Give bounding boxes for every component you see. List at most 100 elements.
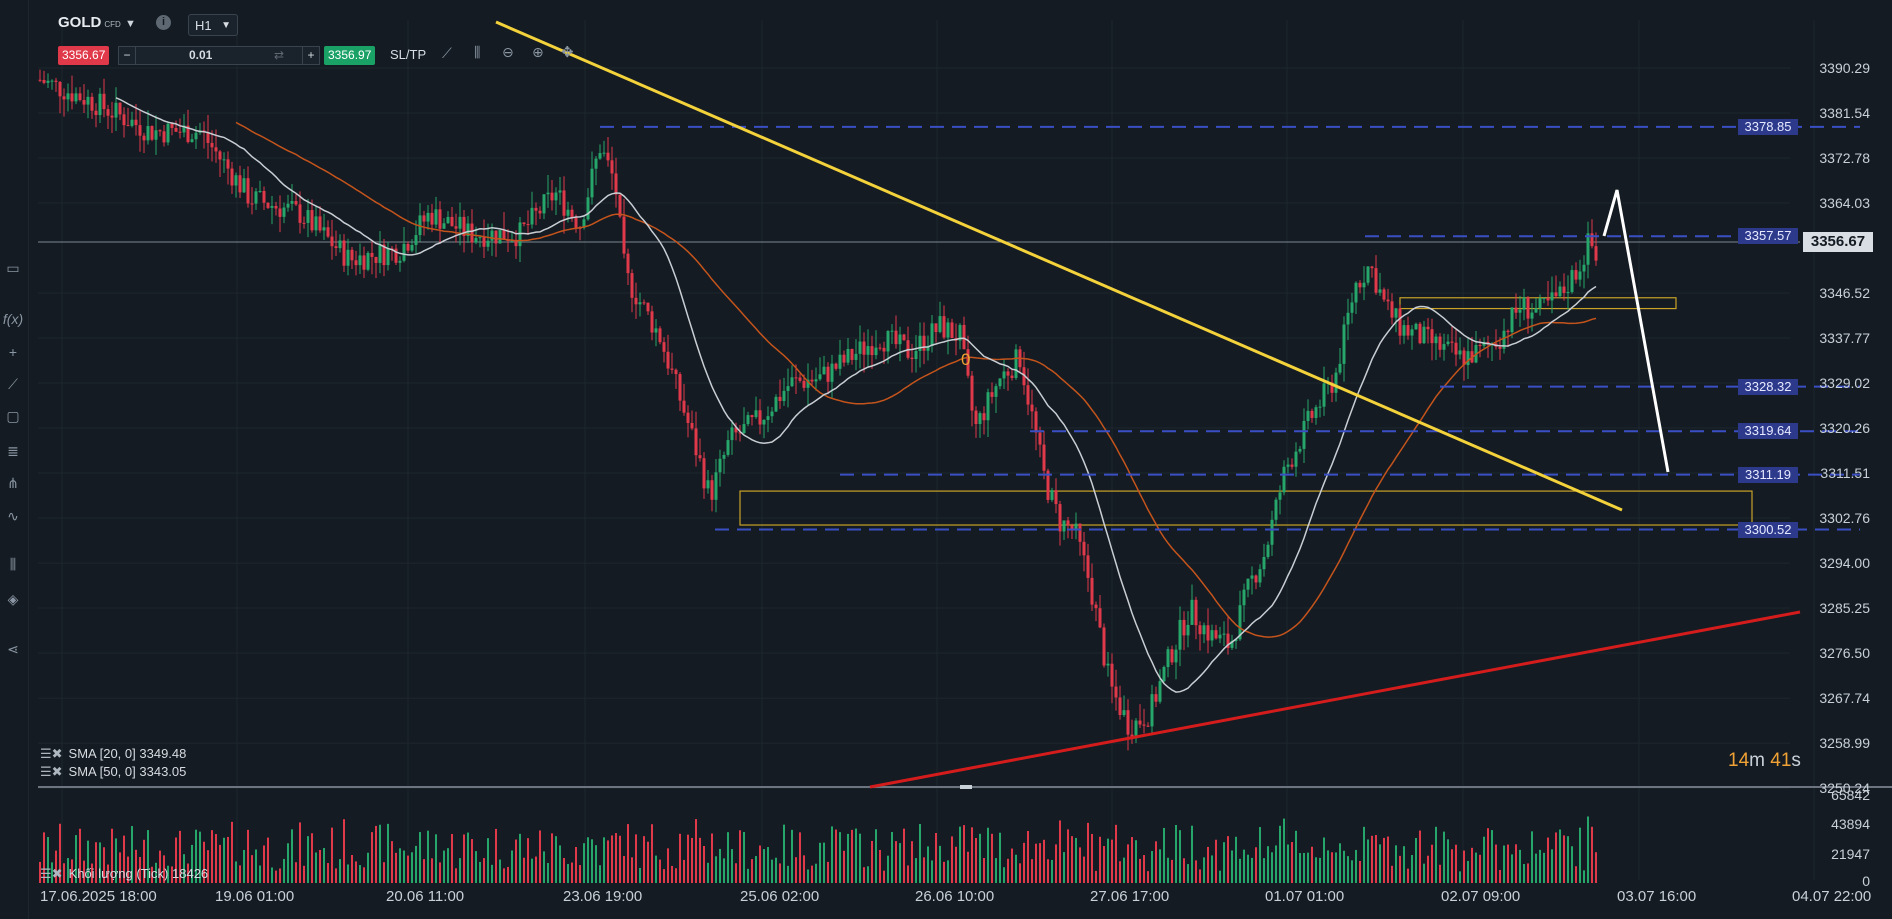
volume-bar bbox=[1583, 870, 1585, 883]
wave-icon[interactable]: ∿ bbox=[7, 508, 19, 524]
function-icon[interactable]: f(x) bbox=[2, 311, 24, 327]
candle bbox=[438, 209, 442, 229]
candle bbox=[1542, 298, 1546, 300]
volume-bar bbox=[1575, 866, 1577, 883]
candle bbox=[330, 236, 334, 247]
candle bbox=[266, 202, 270, 208]
candle bbox=[1158, 681, 1162, 702]
volume-bar bbox=[707, 862, 709, 883]
candle bbox=[322, 227, 326, 231]
quantity-value: 0.01 bbox=[189, 48, 213, 62]
candle bbox=[822, 366, 826, 375]
candle bbox=[150, 126, 154, 140]
pitchfork-icon[interactable]: ⋔ bbox=[7, 475, 19, 491]
volume-bar bbox=[299, 822, 301, 883]
candle bbox=[846, 348, 850, 363]
candle bbox=[442, 223, 446, 229]
zoom-in-icon[interactable]: ⊕ bbox=[532, 44, 544, 60]
swap-icon[interactable]: ⇄ bbox=[274, 48, 285, 62]
candle bbox=[1086, 555, 1090, 578]
volume-bar bbox=[487, 838, 489, 883]
volume-bar bbox=[599, 865, 601, 883]
candle bbox=[1122, 710, 1126, 716]
volume-bar bbox=[983, 858, 985, 883]
volume-bar bbox=[815, 863, 817, 883]
volume-bar bbox=[479, 861, 481, 883]
volume-bar bbox=[415, 845, 417, 883]
time-tick-label: 26.06 10:00 bbox=[915, 888, 995, 905]
sltp-button[interactable]: SL/TP bbox=[390, 47, 427, 62]
sma20-legend[interactable]: ☰✖ SMA [20, 0] 3349.48 bbox=[40, 746, 186, 762]
candle bbox=[238, 175, 242, 193]
volume-bar bbox=[1179, 830, 1181, 883]
time-tick-label: 25.06 02:00 bbox=[740, 888, 820, 905]
move-icon[interactable]: ✥ bbox=[561, 44, 574, 61]
volume-bar bbox=[1031, 859, 1033, 883]
timeframe-select[interactable]: H1 ▼ bbox=[188, 14, 238, 36]
volume-bar bbox=[643, 836, 645, 883]
volume-bar bbox=[1231, 850, 1233, 883]
crosshair-icon[interactable]: + bbox=[8, 344, 18, 360]
symbol-name[interactable]: GOLD CFD ▼ bbox=[58, 14, 136, 31]
share-icon[interactable]: ⋖ bbox=[7, 641, 19, 657]
increase-qty-button[interactable]: + bbox=[302, 47, 319, 64]
price-tick-label: 3311.51 bbox=[1820, 465, 1870, 482]
candle bbox=[38, 79, 42, 81]
volume-bar bbox=[999, 832, 1001, 883]
monitor-icon[interactable]: ▭ bbox=[6, 260, 20, 276]
volume-legend[interactable]: ☰✖ Khối lượng (Tick) 18426 bbox=[40, 866, 208, 882]
candle bbox=[1090, 577, 1094, 605]
chart-grid bbox=[38, 20, 1892, 880]
decrease-qty-button[interactable]: − bbox=[119, 47, 136, 64]
volume-bar bbox=[979, 833, 981, 883]
candle bbox=[582, 219, 586, 228]
rectangle-icon[interactable]: ▢ bbox=[6, 408, 20, 424]
zoom-out-icon[interactable]: ⊖ bbox=[502, 44, 514, 60]
candle bbox=[1394, 308, 1398, 318]
trendline-icon[interactable]: ⟋ bbox=[8, 376, 18, 392]
candle bbox=[662, 342, 666, 352]
volume-bar bbox=[1455, 844, 1457, 883]
candle bbox=[1462, 350, 1466, 366]
volume-bar bbox=[915, 858, 917, 883]
drawings bbox=[495, 20, 1860, 789]
layers-icon[interactable]: ◈ bbox=[7, 591, 19, 607]
candle bbox=[1118, 697, 1122, 716]
candle bbox=[490, 230, 494, 241]
candle bbox=[190, 139, 194, 143]
sma20-label: SMA [20, 0] bbox=[68, 746, 136, 761]
info-icon[interactable]: i bbox=[156, 15, 171, 30]
candles-icon[interactable]: ⫼ bbox=[9, 556, 17, 572]
settings-icon[interactable]: ☰✖ bbox=[40, 746, 63, 761]
candle bbox=[478, 237, 482, 239]
line-chart-icon[interactable]: ⟋ bbox=[442, 45, 452, 61]
buy-price-button[interactable]: 3356.97 bbox=[324, 46, 376, 65]
settings-icon[interactable]: ☰✖ bbox=[40, 866, 63, 881]
chevron-down-icon[interactable]: ▼ bbox=[124, 18, 136, 30]
volume-bar bbox=[955, 846, 957, 883]
candle bbox=[714, 472, 718, 500]
symbol-type: CFD bbox=[104, 20, 121, 29]
sma50-legend[interactable]: ☰✖ SMA [50, 0] 3343.05 bbox=[40, 764, 186, 780]
sell-price-button[interactable]: 3356.67 bbox=[58, 46, 110, 65]
candle bbox=[422, 215, 426, 222]
candle bbox=[890, 330, 894, 332]
candle bbox=[1238, 605, 1242, 640]
candle bbox=[1378, 289, 1382, 293]
fibonacci-icon[interactable]: ≣ bbox=[7, 443, 19, 459]
volume-bar bbox=[1467, 860, 1469, 883]
candle bbox=[1518, 309, 1522, 313]
quantity-field[interactable]: − 0.01 ⇄ + bbox=[118, 46, 320, 65]
volume-bar bbox=[891, 831, 893, 883]
settings-icon[interactable]: ☰✖ bbox=[40, 764, 63, 779]
candle-type-icon[interactable]: ⫼ bbox=[474, 44, 481, 60]
candle bbox=[1374, 268, 1378, 293]
volume-bar bbox=[1099, 836, 1101, 883]
volume-bar bbox=[1163, 827, 1165, 883]
volume-bar bbox=[379, 824, 381, 883]
price-tick-label: 3294.00 bbox=[1819, 555, 1870, 572]
volume-bar bbox=[1187, 864, 1189, 883]
volume-bar bbox=[703, 845, 705, 883]
volume-bar bbox=[1223, 842, 1225, 883]
